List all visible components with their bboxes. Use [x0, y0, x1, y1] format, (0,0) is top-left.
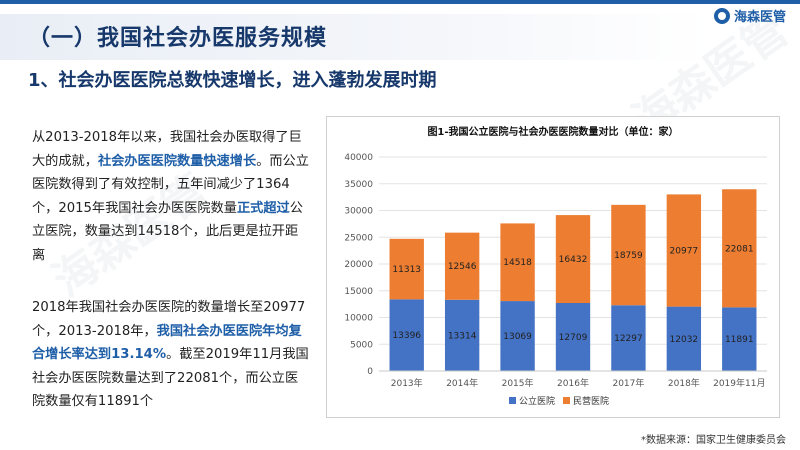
- y-tick-label: 40000: [344, 153, 373, 163]
- y-tick-label: 5000: [350, 340, 373, 350]
- para-text: 2018年我国社会办医医院的数量增长至20977个，2013-2018年，: [32, 300, 306, 339]
- data-label: 14518: [503, 258, 532, 268]
- data-label: 16432: [559, 255, 588, 265]
- y-tick-label: 20000: [344, 260, 373, 270]
- legend-label: 民营医院: [573, 395, 609, 407]
- top-accent-bar: [0, 0, 800, 4]
- para-highlight: 我国社会办医医院年均复合增长率达到13.14%: [32, 323, 302, 363]
- summary-paragraph-2: 2018年我国社会办医医院的数量增长至20977个，2013-2018年，我国社…: [32, 296, 310, 414]
- data-label: 12032: [670, 335, 699, 345]
- para-text: 公立医院，数量达到14518个，此后更是拉开距离: [32, 200, 303, 263]
- x-tick-label: 2015年: [502, 377, 534, 389]
- bar-public: [555, 303, 591, 371]
- hospital-count-chart: 图1-我国公立医院与社会办医医院数量对比（单位：家） 0 5000 10000 150…: [326, 116, 780, 418]
- data-label: 11313: [392, 265, 421, 275]
- x-tick-label: 2017年: [612, 377, 644, 389]
- bar-public: [611, 305, 646, 371]
- legend-swatch: [563, 397, 570, 404]
- data-label: 22081: [725, 244, 754, 254]
- logo-text: 海森医管: [733, 10, 786, 25]
- heading-band: [0, 14, 710, 60]
- x-tick-label: 2016年: [557, 377, 589, 389]
- para-text: 从2013-2018年以来，我国社会办医取得了巨大的成就，: [32, 130, 302, 169]
- logo-icon: [713, 7, 730, 24]
- data-label: 18759: [614, 251, 643, 261]
- page-title: （一）我国社会办医服务规模: [28, 26, 328, 51]
- data-label: 13069: [503, 332, 532, 342]
- para-highlight: 社会办医医院数量快速增长: [97, 153, 257, 169]
- data-label: 20977: [670, 247, 699, 257]
- x-tick-label: 2019年11月: [713, 377, 765, 389]
- bar-private: [500, 223, 535, 302]
- bar-private: [555, 215, 591, 304]
- y-tick-label: 15000: [344, 287, 373, 297]
- bar-public: [389, 299, 424, 371]
- para-highlight: 正式超过: [237, 200, 290, 216]
- legend-label: 公立医院: [519, 395, 555, 407]
- summary-paragraph-1: 从2013-2018年以来，我国社会办医取得了巨大的成就，社会办医医院数量快速增…: [32, 126, 310, 267]
- chart-title: 图1-我国公立医院与社会办医医院数量对比（单位：家）: [427, 125, 678, 138]
- legend-swatch: [509, 397, 516, 404]
- bar-private: [444, 232, 480, 300]
- bar-public: [444, 299, 480, 371]
- para-text: 。而公立医院数得到了有效控制，五年间减少了1364个，2015年我国社会办医医院…: [32, 153, 309, 216]
- x-tick-label: 2013年: [391, 377, 423, 389]
- y-tick-label: 10000: [344, 314, 373, 324]
- bar-private: [611, 204, 646, 306]
- y-tick-label: 30000: [344, 207, 373, 217]
- brand-logo: 海森医管: [713, 6, 786, 25]
- data-label: 12709: [559, 333, 588, 343]
- bar-public: [500, 301, 535, 371]
- y-tick-label: 35000: [344, 180, 373, 190]
- section-subtitle: 1、社会办医医院总数快速增长，进入蓬勃发展时期: [28, 70, 437, 91]
- bar-public: [722, 307, 757, 371]
- y-tick-label: 0: [367, 367, 373, 377]
- data-label: 13314: [448, 331, 477, 341]
- data-label: 12297: [614, 334, 643, 344]
- y-tick-label: 25000: [344, 233, 373, 243]
- x-tick-label: 2014年: [446, 377, 478, 389]
- data-label: 12546: [448, 262, 477, 272]
- bar-public: [666, 306, 702, 371]
- para-text: 。截至2019年11月我国社会办医医院数量达到了22081个，而公立医院数量仅有…: [32, 347, 309, 409]
- source-note: *数据来源：国家卫生健康委员会: [641, 435, 786, 446]
- bar-private: [389, 238, 424, 300]
- chart-svg: 图1-我国公立医院与社会办医医院数量对比（单位：家） 0 5000 10000 150…: [344, 125, 767, 407]
- x-tick-label: 2018年: [668, 377, 700, 389]
- data-label: 11891: [725, 335, 754, 345]
- data-label: 13396: [392, 331, 421, 341]
- bar-private: [666, 194, 702, 307]
- bar-private: [722, 189, 757, 308]
